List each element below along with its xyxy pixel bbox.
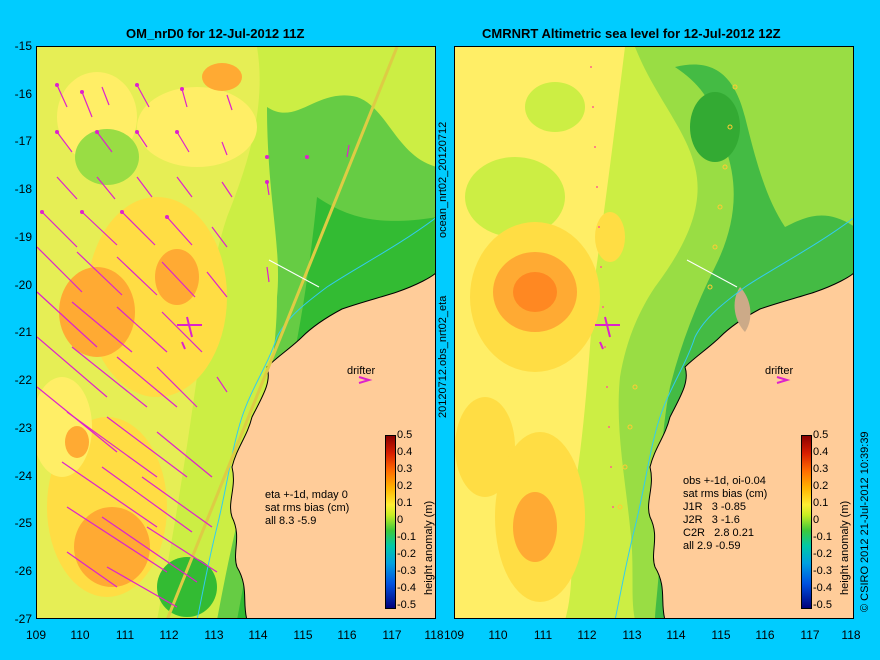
left-info-line-1: eta +-1d, mday 0 xyxy=(265,489,348,501)
lon-tick: 117 xyxy=(382,628,402,642)
lon-tick: 112 xyxy=(159,628,179,642)
right-colorbar-label: height anomaly (m) xyxy=(839,500,851,595)
cbar-tick: 0.3 xyxy=(397,463,413,475)
left-info-box: eta +-1d, mday 0 sat rms bias (cm) all 8… xyxy=(265,489,349,528)
cbar-tick: -0.1 xyxy=(397,531,416,543)
right-info-line-3: J1R 3 -0.85 xyxy=(683,501,746,513)
lat-tick: -27 xyxy=(14,612,32,626)
left-info-line-3: all 8.3 -5.9 xyxy=(265,515,317,527)
right-info-line-4: J2R 3 -1.6 xyxy=(683,514,740,526)
right-info-line-2: sat rms bias (cm) xyxy=(683,488,768,500)
left-colorbar-label: height anomaly (m) xyxy=(423,500,435,595)
lon-tick: 110 xyxy=(488,628,508,642)
lon-tick: 109 xyxy=(443,628,465,642)
right-info-line-5: C2R 2.8 0.21 xyxy=(683,527,754,539)
lon-tick: 115 xyxy=(711,628,731,642)
lon-tick: 116 xyxy=(337,628,357,642)
lat-tick: -22 xyxy=(14,373,32,387)
cbar-tick: 0.1 xyxy=(813,497,829,509)
lat-tick: -15 xyxy=(14,39,32,53)
lon-tick: 110 xyxy=(70,628,90,642)
lat-tick: -26 xyxy=(14,564,32,578)
lon-tick: 115 xyxy=(293,628,313,642)
lat-tick: -25 xyxy=(14,516,32,530)
cbar-tick: -0.1 xyxy=(813,531,832,543)
left-map-panel: drifter eta +-1d, mday 0 sat rms bias (c… xyxy=(36,46,436,619)
cbar-tick: -0.3 xyxy=(397,565,416,577)
right-panel-title: CMRNRT Altimetric sea level for 12-Jul-2… xyxy=(482,26,781,41)
left-colorbar xyxy=(385,435,396,609)
lon-tick: 116 xyxy=(755,628,775,642)
lon-tick: 111 xyxy=(533,628,553,642)
copyright-label: © CSIRO 2012 21-Jul-2012 10:39:39 xyxy=(859,431,871,612)
lon-tick: 111 xyxy=(115,628,135,642)
cbar-tick: -0.2 xyxy=(397,548,416,560)
cbar-tick: -0.4 xyxy=(813,582,832,594)
lon-tick: 109 xyxy=(25,628,47,642)
cbar-tick: 0.2 xyxy=(397,480,413,492)
obs-file-label: 20120712.obs_nrt02_eta xyxy=(437,295,449,418)
cbar-tick: -0.5 xyxy=(813,599,832,611)
ocean-file-label: ocean_nrt02_20120712 xyxy=(437,121,449,238)
left-info-line-2: sat rms bias (cm) xyxy=(265,502,350,514)
lat-tick: -24 xyxy=(14,469,32,483)
lon-tick: 114 xyxy=(666,628,686,642)
lon-tick: 118 xyxy=(841,628,861,642)
cbar-tick: -0.4 xyxy=(397,582,416,594)
right-info-line-1: obs +-1d, oi-0.04 xyxy=(683,475,766,487)
cbar-tick: -0.2 xyxy=(813,548,832,560)
lon-tick: 113 xyxy=(204,628,224,642)
lat-tick: -21 xyxy=(14,325,32,339)
lat-tick: -16 xyxy=(14,87,32,101)
cbar-tick: -0.3 xyxy=(813,565,832,577)
cbar-tick: 0.5 xyxy=(397,429,413,441)
cbar-tick: 0.4 xyxy=(397,446,413,458)
cbar-tick: 0 xyxy=(813,514,820,526)
right-colorbar xyxy=(801,435,812,609)
cbar-tick: 0.3 xyxy=(813,463,829,475)
lat-tick: -20 xyxy=(14,278,32,292)
cbar-tick: 0.1 xyxy=(397,497,413,509)
drifter-label: drifter xyxy=(765,365,794,377)
lon-tick: 112 xyxy=(577,628,597,642)
lon-tick: 114 xyxy=(248,628,268,642)
right-info-box: obs +-1d, oi-0.04 sat rms bias (cm) J1R … xyxy=(683,475,767,553)
lon-tick: 118 xyxy=(424,628,444,642)
lat-tick: -17 xyxy=(14,134,32,148)
lat-tick: -19 xyxy=(14,230,32,244)
right-map-panel: drifter obs +-1d, oi-0.04 sat rms bias (… xyxy=(454,46,854,619)
lon-tick: 113 xyxy=(622,628,642,642)
drifter-label: drifter xyxy=(347,365,376,377)
right-info-line-6: all 2.9 -0.59 xyxy=(683,540,741,552)
cbar-tick: 0.2 xyxy=(813,480,829,492)
lat-tick: -23 xyxy=(14,421,32,435)
lon-tick: 117 xyxy=(800,628,820,642)
cbar-tick: 0 xyxy=(397,514,404,526)
cbar-tick: 0.4 xyxy=(813,446,829,458)
cbar-tick: 0.5 xyxy=(813,429,829,441)
lat-tick: -18 xyxy=(14,182,32,196)
left-panel-title: OM_nrD0 for 12-Jul-2012 11Z xyxy=(126,26,305,41)
cbar-tick: -0.5 xyxy=(397,599,416,611)
